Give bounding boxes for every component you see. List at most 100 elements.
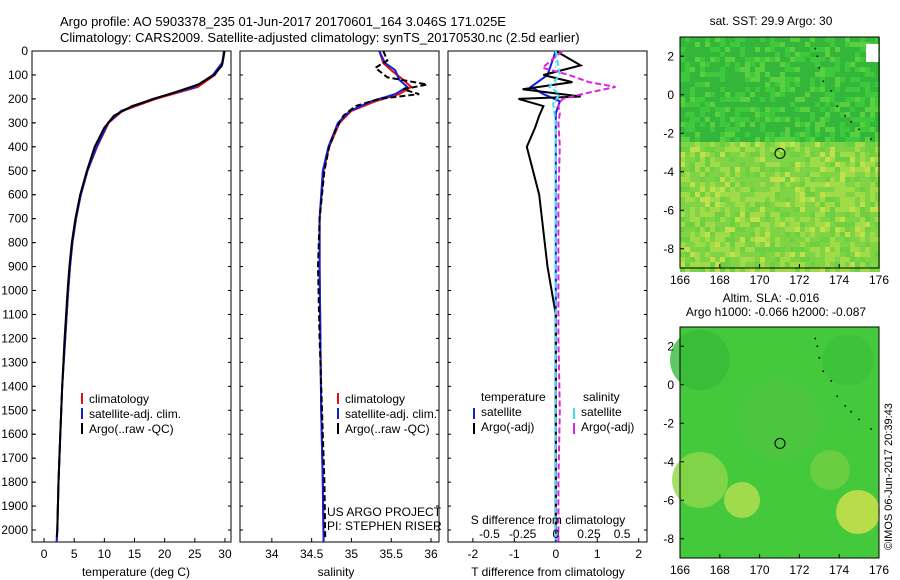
sst-cell [680, 187, 685, 192]
sst-cell [845, 57, 850, 62]
sst-cell [860, 197, 865, 202]
sst-cell [800, 227, 805, 232]
sst-cell [810, 257, 815, 262]
sst-cell [750, 137, 755, 142]
sst-cell [840, 167, 845, 172]
sst-cell [810, 82, 815, 87]
sst-cell [870, 217, 875, 222]
sst-cell [805, 192, 810, 197]
sst-cell [855, 212, 860, 217]
sst-cell [710, 237, 715, 242]
sst-cell [870, 102, 875, 107]
sst-cell [805, 227, 810, 232]
sst-cell [800, 172, 805, 177]
sst-cell [700, 212, 705, 217]
sst-cell [795, 147, 800, 152]
sst-cell [745, 222, 750, 227]
sst-cell [795, 187, 800, 192]
sst-cell [735, 247, 740, 252]
s-tick-label: -0.5 [479, 527, 500, 541]
legend-label-satellite: satellite-adj. clim. [89, 407, 181, 421]
sst-cell [755, 237, 760, 242]
sst-cell [840, 172, 845, 177]
sst-cell [855, 87, 860, 92]
sst-cell [855, 57, 860, 62]
sst-cell [745, 92, 750, 97]
sst-cell [690, 37, 695, 42]
sst-cell [790, 207, 795, 212]
sst-cell [750, 127, 755, 132]
sst-cell [700, 142, 705, 147]
sst-cell [830, 82, 835, 87]
sst-cell [800, 102, 805, 107]
sst-cell [775, 172, 780, 177]
sst-cell [845, 197, 850, 202]
sst-cell [785, 147, 790, 152]
sst-cell [745, 262, 750, 267]
sst-cell [750, 262, 755, 267]
sst-cell [720, 182, 725, 187]
sst-cell [850, 62, 855, 67]
sst-cell [755, 82, 760, 87]
sst-cell [785, 87, 790, 92]
sst-cell [875, 237, 880, 242]
sst-cell [810, 212, 815, 217]
sst-cell [775, 47, 780, 52]
sst-cell [865, 37, 870, 42]
sst-cell [740, 122, 745, 127]
sst-cell [740, 217, 745, 222]
sst-cell [835, 257, 840, 262]
sst-cell [685, 242, 690, 247]
sst-cell [830, 147, 835, 152]
map-y-tick-label: -2 [663, 416, 674, 430]
sst-cell [855, 122, 860, 127]
sst-cell [700, 197, 705, 202]
sst-cell [790, 252, 795, 257]
sst-cell [760, 247, 765, 252]
sst-cell [735, 87, 740, 92]
sst-cell [680, 152, 685, 157]
sst-cell [725, 217, 730, 222]
sst-cell [730, 187, 735, 192]
sst-cell [750, 37, 755, 42]
sst-cell [745, 137, 750, 142]
sst-cell [825, 182, 830, 187]
sst-missing-data [866, 44, 879, 62]
sst-cell [690, 112, 695, 117]
sst-cell [825, 57, 830, 62]
sst-cell [750, 112, 755, 117]
sst-cell [860, 52, 865, 57]
s-tick-label: 0.25 [577, 527, 601, 541]
sst-cell [685, 82, 690, 87]
island-dot [816, 55, 819, 58]
sst-cell [775, 207, 780, 212]
sst-cell [730, 167, 735, 172]
sst-cell [750, 57, 755, 62]
sst-cell [875, 192, 880, 197]
sst-cell [820, 57, 825, 62]
sst-cell [780, 152, 785, 157]
sst-cell [760, 222, 765, 227]
sst-cell [865, 127, 870, 132]
sst-cell [705, 227, 710, 232]
sst-cell [710, 157, 715, 162]
sst-cell [795, 222, 800, 227]
sst-cell [830, 227, 835, 232]
sst-cell [840, 87, 845, 92]
sst-cell [700, 217, 705, 222]
sst-cell [790, 97, 795, 102]
sst-cell [720, 247, 725, 252]
sst-cell [710, 47, 715, 52]
sst-cell [765, 202, 770, 207]
sst-cell [720, 257, 725, 262]
sst-cell [780, 97, 785, 102]
sst-cell [745, 67, 750, 72]
sst-cell [800, 122, 805, 127]
sst-cell [800, 217, 805, 222]
sst-cell [750, 172, 755, 177]
sst-cell [730, 97, 735, 102]
sst-cell [690, 232, 695, 237]
sst-cell [705, 217, 710, 222]
sst-cell [840, 207, 845, 212]
sst-cell [815, 197, 820, 202]
